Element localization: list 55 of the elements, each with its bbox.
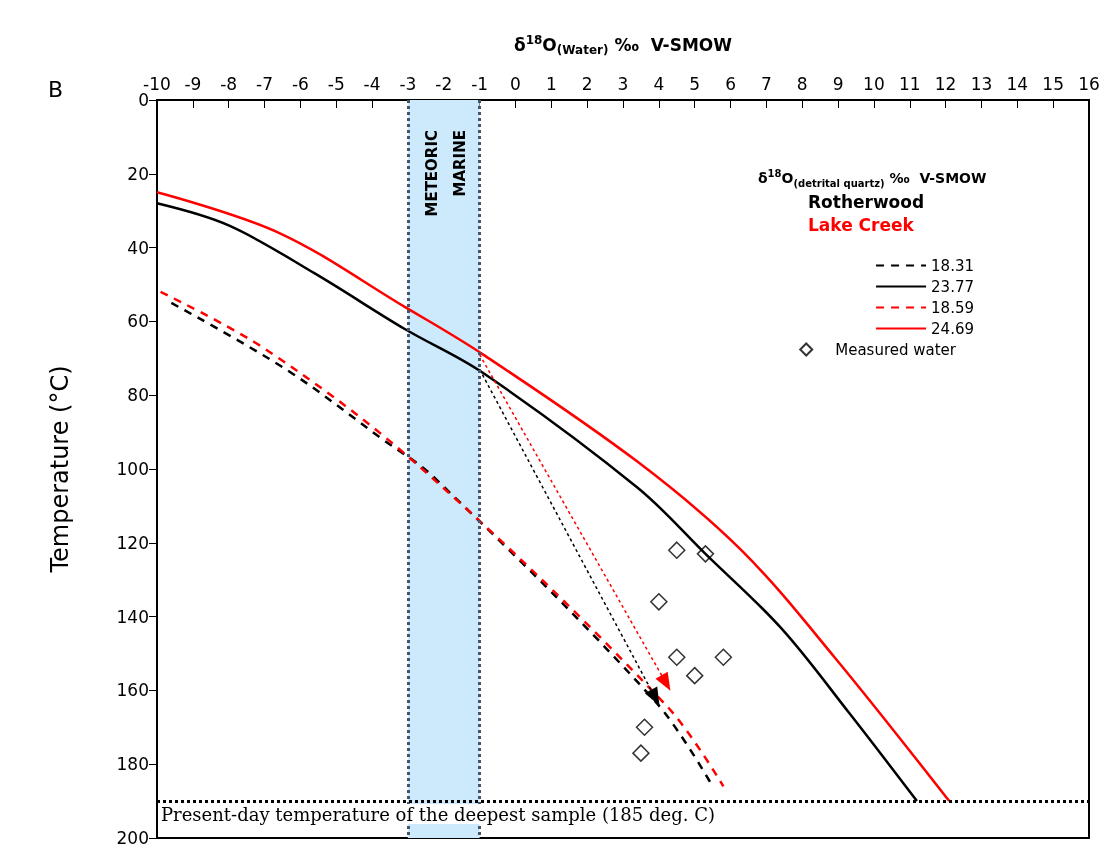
x-tick-label: 7	[760, 73, 772, 94]
point	[685, 666, 704, 685]
x-tick-label: -8	[220, 73, 238, 94]
x-tick-label: -1	[471, 73, 489, 94]
x-tick-label: 1	[545, 73, 557, 94]
y-tick-label: 140	[116, 606, 149, 627]
legend-label: 24.69	[931, 319, 975, 338]
x-tick-label: 12	[934, 73, 957, 94]
x-tick-label: -6	[291, 73, 309, 94]
x-tick-label: 4	[653, 73, 665, 94]
point	[650, 593, 668, 611]
x-tick-label: -5	[327, 73, 345, 94]
annotation: METEORIC	[422, 130, 441, 217]
x-tick-label: 5	[689, 73, 701, 94]
annotation: MARINE	[450, 130, 469, 197]
x-tick-label: 9	[832, 73, 844, 94]
y-tick-label: 60	[127, 311, 149, 332]
legend-label: 23.77	[931, 277, 975, 296]
x-tick-label: 2	[581, 73, 593, 94]
y-axis-title: Temperature (°C)	[46, 365, 74, 574]
point	[632, 744, 650, 762]
y-tick-label: 160	[116, 680, 149, 701]
annotation: Rotherwood	[808, 191, 925, 212]
text: B	[48, 76, 64, 102]
point	[668, 648, 686, 666]
point	[635, 718, 654, 737]
point	[668, 541, 686, 559]
y-tick-label: 100	[116, 459, 149, 479]
x-tick-label: 13	[970, 73, 993, 94]
x-tick-label: 14	[1006, 73, 1029, 94]
x-tick-label: -3	[399, 73, 417, 94]
legend-label: Measured water	[835, 340, 957, 359]
x-tick-label: 11	[898, 73, 921, 94]
x-tick-label: 3	[617, 73, 629, 94]
annotation: Lake Creek	[808, 214, 915, 235]
y-tick-label: 20	[127, 163, 149, 184]
y-tick-label: 80	[127, 385, 149, 406]
x-tick-label: 6	[725, 73, 736, 94]
x-tick-label: 0	[510, 73, 521, 94]
x-tick-label: -2	[435, 73, 453, 94]
legend-label: 18.59	[931, 298, 975, 317]
y-tick-label: 120	[116, 532, 149, 553]
x-tick-label: -9	[184, 73, 202, 94]
x-tick-label: -7	[256, 73, 274, 94]
y-tick-label: 180	[116, 754, 149, 775]
y-tick-label: 40	[127, 237, 149, 258]
x-tick-label: 16	[1078, 73, 1100, 94]
x-tick-label: 10	[863, 73, 885, 94]
point	[714, 648, 733, 666]
legend-label: 18.31	[931, 256, 975, 275]
x-tick-label: -4	[363, 73, 381, 94]
x-tick-label: 15	[1042, 73, 1064, 94]
ref-line-label: Present-day temperature of the deepest sample (185 deg. C)	[161, 803, 715, 825]
y-tick-label: 200	[116, 828, 149, 848]
x-tick-label: 8	[796, 73, 808, 94]
